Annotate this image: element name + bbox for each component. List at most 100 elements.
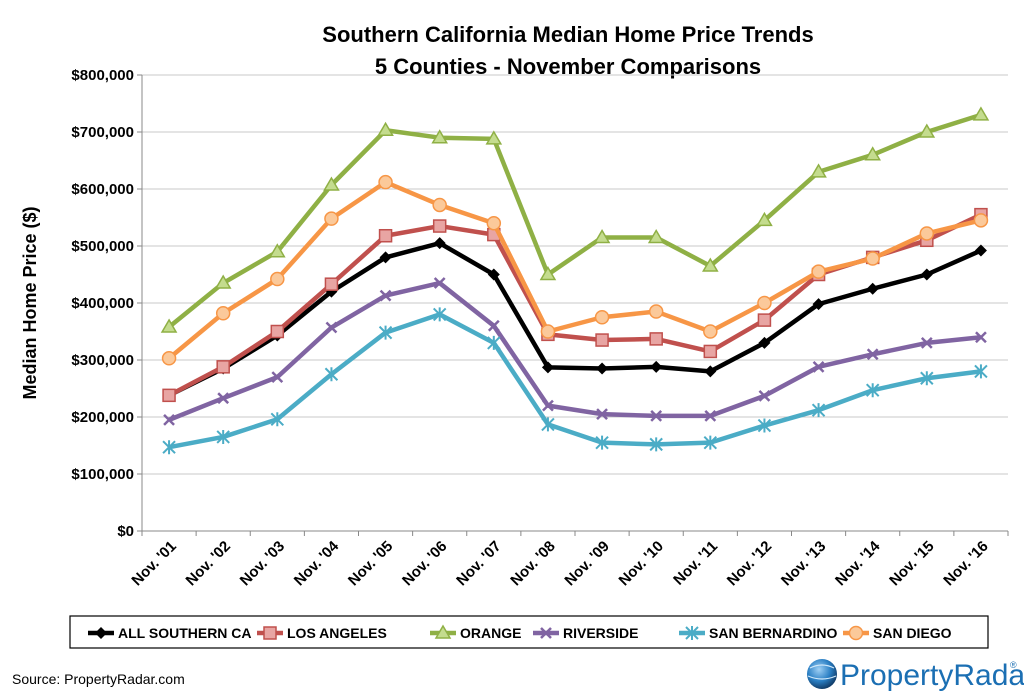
data-point-all-southern-ca xyxy=(812,298,825,311)
data-point-riverside xyxy=(920,337,933,349)
series-line-all-southern-ca xyxy=(168,240,982,398)
data-point-san-diego xyxy=(215,306,231,321)
x-tick-label: Nov. '16 xyxy=(940,538,991,589)
series-orange xyxy=(160,106,990,333)
logo-text: PropertyRadar xyxy=(840,659,1024,692)
x-tick-label: Nov. '04 xyxy=(291,537,343,589)
data-point-san-diego xyxy=(648,304,664,319)
x-tick-label: Nov. '01 xyxy=(128,538,179,589)
gridlines xyxy=(137,74,1008,532)
data-point-san-bernardino xyxy=(378,325,393,340)
data-point-orange xyxy=(918,123,936,138)
data-point-riverside xyxy=(271,371,284,383)
legend-label: ALL SOUTHERN CA xyxy=(118,625,252,641)
data-point-riverside xyxy=(217,392,230,405)
y-tick-label: $500,000 xyxy=(71,238,134,255)
legend-item-riverside: RIVERSIDE xyxy=(533,625,638,641)
trademark-mark: ® xyxy=(1010,660,1017,670)
data-point-riverside xyxy=(433,277,446,289)
data-point-san-bernardino xyxy=(865,383,880,398)
data-point-san-diego xyxy=(973,213,989,228)
data-point-riverside xyxy=(758,390,771,402)
data-point-orange xyxy=(431,129,448,144)
data-point-riverside xyxy=(163,413,175,426)
data-point-san-diego xyxy=(703,324,718,339)
y-tick-label: $400,000 xyxy=(71,295,134,312)
data-point-orange xyxy=(377,121,394,137)
legend-marker xyxy=(540,627,552,639)
legend-label: RIVERSIDE xyxy=(563,625,638,641)
y-tick-label: $300,000 xyxy=(71,352,134,369)
series-los-angeles xyxy=(162,207,988,403)
y-tick-label: $800,000 xyxy=(71,67,134,84)
series-riverside xyxy=(163,277,987,426)
data-point-san-bernardino xyxy=(324,367,339,382)
data-point-orange xyxy=(810,163,827,178)
data-point-san-bernardino xyxy=(487,335,501,350)
data-point-orange xyxy=(972,106,990,121)
x-tick-label: Nov. '13 xyxy=(778,538,829,589)
data-point-san-diego xyxy=(161,351,177,366)
y-axis-title: Median Home Price ($) xyxy=(20,206,40,399)
legend-item-san-diego: SAN DIEGO xyxy=(843,625,952,641)
x-tick-label: Nov. '05 xyxy=(345,538,396,589)
data-point-san-bernardino xyxy=(703,435,718,450)
data-point-all-southern-ca xyxy=(974,244,987,257)
data-point-orange xyxy=(160,318,178,333)
data-point-san-diego xyxy=(432,197,447,213)
legend-label: ORANGE xyxy=(460,625,521,641)
legend-item-san-bernardino: SAN BERNARDINO xyxy=(679,625,837,641)
legend-marker xyxy=(848,625,864,641)
x-tick-label: Nov. '07 xyxy=(453,538,504,589)
data-point-riverside xyxy=(325,321,338,334)
data-point-san-bernardino xyxy=(649,437,663,452)
data-point-san-diego xyxy=(270,271,285,287)
data-point-san-diego xyxy=(919,226,935,241)
x-tick-label: Nov. '12 xyxy=(724,538,775,589)
legend-label: SAN DIEGO xyxy=(873,625,952,641)
y-tick-label: $200,000 xyxy=(71,409,134,426)
data-point-san-diego xyxy=(378,174,393,190)
series-line-riverside xyxy=(168,280,982,422)
x-tick-label: Nov. '08 xyxy=(507,538,558,589)
legend-label: LOS ANGELES xyxy=(287,625,387,641)
series-layer xyxy=(160,106,990,455)
data-point-all-southern-ca xyxy=(541,361,554,374)
data-point-orange xyxy=(864,146,881,161)
data-point-all-southern-ca xyxy=(920,268,933,281)
data-point-los-angeles xyxy=(595,333,609,347)
data-point-all-southern-ca xyxy=(433,237,446,250)
data-point-orange xyxy=(214,274,232,289)
data-point-san-diego xyxy=(540,324,556,339)
data-point-all-southern-ca xyxy=(487,268,500,281)
data-point-orange xyxy=(756,211,773,227)
data-point-san-bernardino xyxy=(757,418,772,433)
legend-marker xyxy=(95,627,107,639)
data-point-orange xyxy=(593,228,611,244)
y-tick-label: $100,000 xyxy=(71,466,134,483)
data-point-riverside xyxy=(866,348,879,361)
x-tick-label: Nov. '09 xyxy=(561,538,612,589)
data-point-los-angeles xyxy=(432,219,447,233)
data-point-san-bernardino xyxy=(216,429,230,444)
data-point-riverside xyxy=(596,408,608,421)
data-point-san-diego xyxy=(324,211,339,226)
data-point-los-angeles xyxy=(162,388,176,403)
data-point-orange xyxy=(485,130,503,145)
legend-marker xyxy=(685,626,699,640)
x-tick-label: Nov. '10 xyxy=(616,538,667,589)
legend-item-los-angeles: LOS ANGELES xyxy=(257,625,387,641)
data-point-riverside xyxy=(704,409,717,422)
data-point-orange xyxy=(323,176,340,191)
series-line-orange xyxy=(167,112,982,329)
data-point-los-angeles xyxy=(378,228,393,243)
x-tick-label: Nov. '15 xyxy=(886,538,937,589)
data-point-san-bernardino xyxy=(432,307,447,322)
data-point-san-bernardino xyxy=(270,412,285,427)
data-point-san-bernardino xyxy=(811,403,826,418)
data-point-los-angeles xyxy=(649,332,663,346)
data-point-riverside xyxy=(975,331,987,344)
data-point-riverside xyxy=(812,360,825,373)
data-point-los-angeles xyxy=(216,360,230,374)
